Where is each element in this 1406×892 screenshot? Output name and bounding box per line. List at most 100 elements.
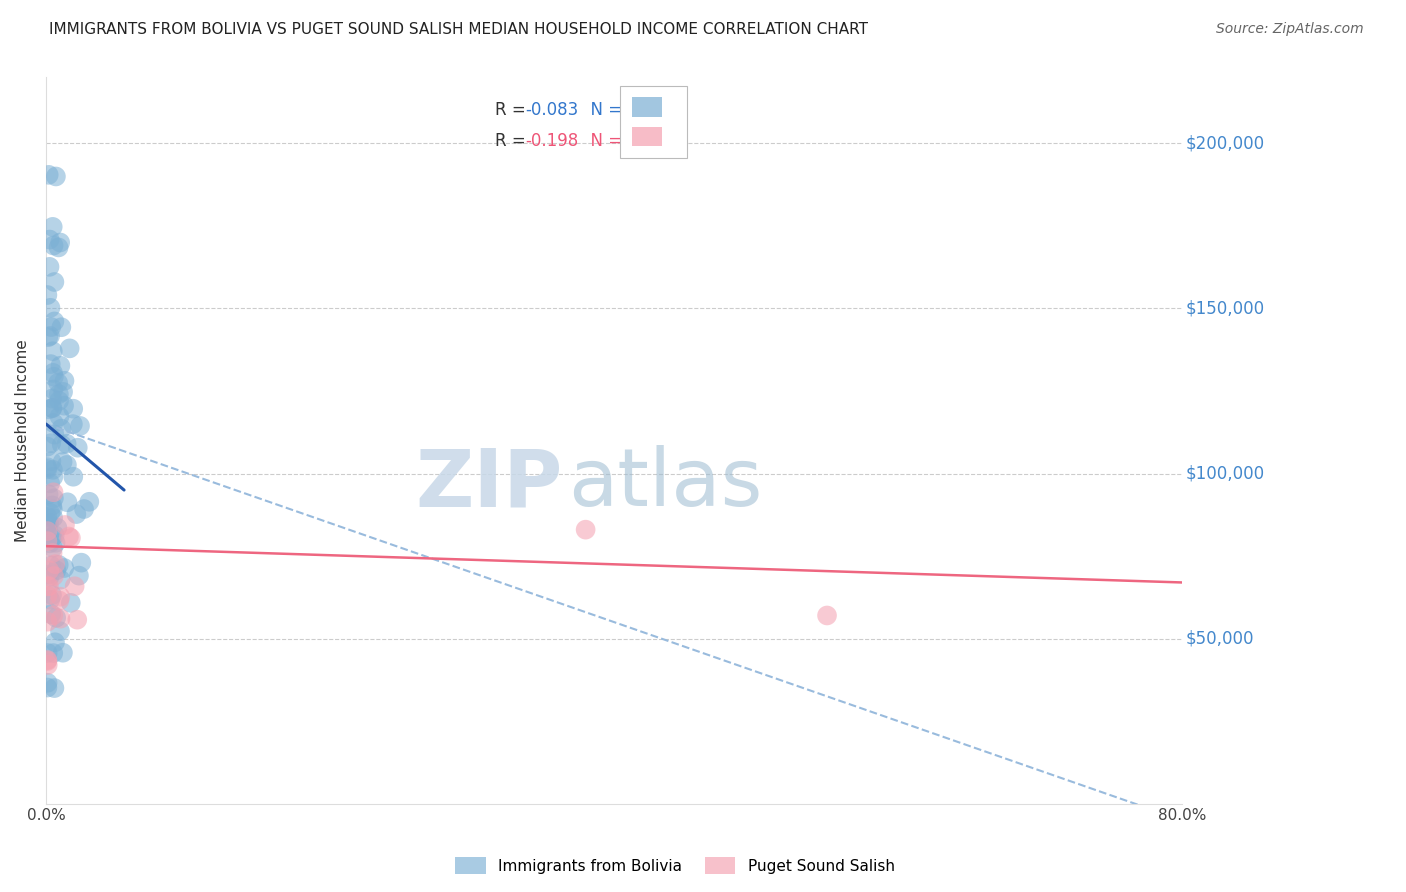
Point bbox=[42, 646, 65, 660]
Point bbox=[65, 507, 87, 521]
Point bbox=[42, 502, 65, 516]
Point bbox=[42, 344, 65, 359]
Point bbox=[55, 436, 77, 450]
Point bbox=[62, 401, 84, 416]
Point bbox=[51, 320, 73, 334]
Point bbox=[38, 402, 60, 417]
Point bbox=[52, 384, 75, 399]
Point bbox=[42, 569, 65, 583]
Point bbox=[44, 635, 66, 649]
Point bbox=[41, 392, 63, 406]
Point bbox=[62, 417, 84, 431]
Point bbox=[46, 376, 69, 390]
Point bbox=[37, 589, 59, 603]
Point bbox=[66, 441, 89, 455]
Point bbox=[39, 320, 62, 334]
Point bbox=[59, 531, 82, 545]
Point bbox=[44, 275, 66, 289]
Legend: Immigrants from Bolivia, Puget Sound Salish: Immigrants from Bolivia, Puget Sound Sal… bbox=[449, 851, 901, 880]
Point bbox=[39, 357, 62, 371]
Point bbox=[39, 476, 62, 491]
Text: IMMIGRANTS FROM BOLIVIA VS PUGET SOUND SALISH MEDIAN HOUSEHOLD INCOME CORRELATIO: IMMIGRANTS FROM BOLIVIA VS PUGET SOUND S… bbox=[49, 22, 869, 37]
Point bbox=[37, 567, 59, 582]
Point bbox=[37, 534, 59, 549]
Point bbox=[42, 219, 65, 234]
Point bbox=[48, 240, 70, 254]
Point bbox=[42, 608, 65, 623]
Text: atlas: atlas bbox=[568, 445, 763, 523]
Point bbox=[44, 557, 66, 571]
Point bbox=[41, 499, 63, 513]
Point bbox=[42, 383, 65, 397]
Point bbox=[38, 168, 60, 182]
Point bbox=[79, 495, 101, 509]
Point bbox=[69, 418, 91, 433]
Point bbox=[37, 524, 59, 538]
Point bbox=[42, 511, 65, 525]
Point bbox=[45, 536, 67, 550]
Point bbox=[42, 463, 65, 477]
Point bbox=[59, 342, 82, 356]
Point bbox=[37, 522, 59, 536]
Point bbox=[37, 646, 59, 660]
Point bbox=[48, 393, 70, 408]
Point bbox=[39, 436, 62, 450]
Point bbox=[45, 169, 67, 184]
Point bbox=[49, 590, 72, 604]
Point bbox=[37, 675, 59, 690]
Text: $200,000: $200,000 bbox=[1185, 135, 1264, 153]
Point bbox=[38, 260, 60, 274]
Point bbox=[52, 646, 75, 660]
Point bbox=[49, 235, 72, 250]
Point bbox=[52, 455, 75, 469]
Point bbox=[37, 579, 59, 593]
Point bbox=[42, 416, 65, 430]
Point bbox=[42, 238, 65, 252]
Point bbox=[38, 579, 60, 593]
Point bbox=[38, 570, 60, 584]
Point bbox=[70, 556, 93, 570]
Point bbox=[38, 233, 60, 247]
Point bbox=[39, 592, 62, 607]
Point bbox=[59, 596, 82, 610]
Text: R =: R = bbox=[495, 132, 536, 151]
Point bbox=[37, 330, 59, 344]
Point bbox=[42, 541, 65, 555]
Point bbox=[53, 399, 76, 413]
Point bbox=[44, 427, 66, 442]
Point bbox=[45, 611, 67, 625]
Text: $150,000: $150,000 bbox=[1185, 300, 1264, 318]
Point bbox=[56, 495, 79, 509]
Point bbox=[37, 288, 59, 302]
Point bbox=[42, 485, 65, 500]
Y-axis label: Median Household Income: Median Household Income bbox=[15, 339, 30, 542]
Text: R =: R = bbox=[495, 101, 536, 120]
Point bbox=[37, 654, 59, 668]
Point bbox=[38, 536, 60, 550]
Point bbox=[67, 568, 90, 582]
Point bbox=[45, 563, 67, 577]
Point bbox=[42, 470, 65, 484]
Point bbox=[73, 502, 96, 516]
Point bbox=[37, 517, 59, 532]
Point bbox=[41, 546, 63, 560]
Point bbox=[49, 612, 72, 626]
Point bbox=[51, 421, 73, 435]
Point bbox=[49, 573, 72, 587]
Point bbox=[37, 509, 59, 524]
Text: N = 96: N = 96 bbox=[579, 101, 648, 120]
Point bbox=[44, 681, 66, 695]
Text: $100,000: $100,000 bbox=[1185, 465, 1264, 483]
Point bbox=[48, 593, 70, 607]
Point bbox=[41, 401, 63, 416]
Point bbox=[37, 615, 59, 629]
Point bbox=[37, 657, 59, 672]
Point bbox=[37, 440, 59, 454]
Point bbox=[38, 516, 60, 530]
Point bbox=[41, 401, 63, 415]
Point bbox=[51, 438, 73, 452]
Point bbox=[39, 506, 62, 520]
Point bbox=[42, 366, 65, 380]
Point bbox=[48, 387, 70, 401]
Point bbox=[44, 528, 66, 542]
